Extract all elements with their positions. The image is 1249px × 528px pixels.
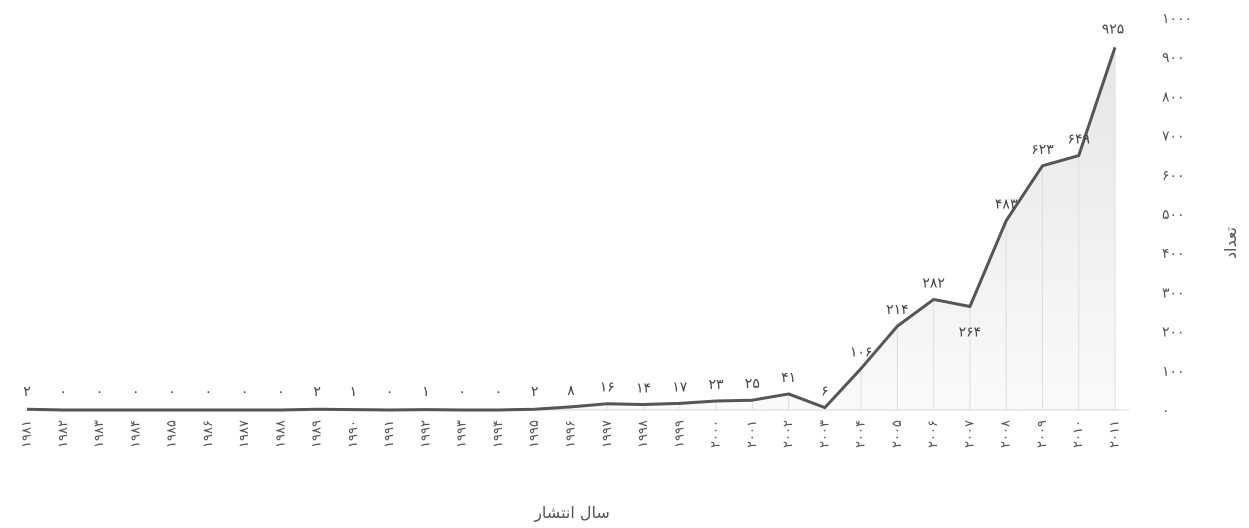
x-tick-label: ۲۰۱۰	[1071, 420, 1086, 448]
data-label: ۲۵	[745, 376, 760, 392]
x-tick-label: ۲۰۱۱	[1108, 420, 1123, 448]
y-tick-label: ۹۰۰	[1162, 50, 1185, 66]
x-tick-label: ۱۹۹۷	[600, 420, 615, 448]
x-tick-label: ۲۰۰۹	[1035, 420, 1050, 448]
x-tick-label: ۱۹۸۶	[201, 420, 216, 448]
x-tick-label: ۱۹۹۳	[455, 420, 470, 448]
x-tick-label: ۱۹۹۶	[564, 420, 579, 448]
y-tick-label: ۱۰۰۰	[1162, 11, 1192, 27]
x-tick-label: ۱۹۸۵	[165, 420, 180, 448]
x-tick-label: ۱۹۹۸	[636, 420, 651, 448]
x-tick-label: ۱۹۸۱	[20, 420, 35, 448]
x-tick-label: ۱۹۸۸	[273, 420, 288, 448]
x-tick-labels: ۱۹۸۱ ۱۹۸۲ ۱۹۸۳ ۱۹۸۴ ۱۹۸۵ ۱۹۸۶ ۱۹۸۷ ۱۹۸۸ ۱۹۸۹ ۱۹۹۰…	[20, 420, 1123, 448]
data-label: ۱۰۶	[850, 344, 873, 360]
x-tick-label: ۲۰۰۴	[854, 420, 869, 448]
data-label: ۰	[386, 384, 394, 400]
drop-lines	[26, 47, 1129, 411]
x-tick-label: ۱۹۸۹	[310, 420, 325, 448]
x-tick-label: ۱۹۸۷	[237, 420, 252, 448]
x-tick-label: ۲۰۰۶	[926, 420, 941, 448]
data-label: ۲۱۴	[886, 302, 909, 318]
data-label: ۶	[821, 384, 829, 400]
x-tick-label: ۲۰۰۵	[890, 420, 905, 448]
y-axis-title: تعداد	[1221, 227, 1240, 259]
y-tick-label: ۵۰۰	[1162, 207, 1185, 223]
x-tick-label: ۱۹۹۴	[491, 420, 506, 448]
y-tick-labels: ۰ ۱۰۰ ۲۰۰ ۳۰۰ ۴۰۰ ۵۰۰ ۶۰۰ ۷۰۰ ۸۰۰ ۹۰۰ ۱۰۰۰	[1162, 11, 1192, 419]
y-tick-label: ۶۰۰	[1162, 168, 1185, 184]
area-fill-group	[27, 47, 1115, 411]
data-label: ۰	[205, 384, 213, 400]
data-label: ۲۸۲	[922, 275, 945, 291]
x-axis-title: سال انتشار	[533, 503, 610, 523]
x-tick-label: ۲۰۰۰	[709, 420, 724, 448]
series-line-group	[26, 46, 1117, 412]
data-label: ۲	[313, 384, 321, 400]
data-label: ۲	[23, 384, 31, 400]
x-tick-label: ۱۹۹۲	[418, 420, 433, 448]
x-tick-label: ۲۰۰۲	[781, 420, 796, 448]
series-line	[26, 46, 1117, 412]
y-tick-label: ۱۰۰	[1162, 364, 1185, 380]
data-label: ۰	[277, 384, 285, 400]
data-label: ۲۳	[709, 377, 725, 393]
area-fill	[27, 47, 1115, 411]
data-label: ۰	[60, 384, 68, 400]
data-label: ۱۷	[672, 379, 688, 395]
x-tick-label: ۲۰۰۷	[962, 420, 977, 448]
data-label: ۴۱	[781, 370, 796, 386]
data-label: ۶۲۳	[1031, 142, 1054, 158]
data-label: ۴۸۳	[995, 197, 1018, 213]
data-label: ۰	[458, 384, 466, 400]
x-tick-label: ۱۹۸۳	[92, 420, 107, 448]
y-tick-label: ۷۰۰	[1162, 129, 1185, 145]
data-label: ۲۶۴	[959, 325, 982, 341]
data-label: ۱	[422, 384, 430, 400]
data-labels: ۲ ۰ ۰ ۰ ۰ ۰ ۰ ۰ ۲ ۱ ۰ ۱ ۰ ۰ ۲ ۸ ۱۶ ۱۴ ۱۷ ۲۳ ۲۵ ۴۱ ۶ ۱۰۶ ۲۱۴ ۲۸۲ ۲۶…	[23, 21, 1124, 400]
x-tick-label: ۲۰۰۸	[999, 420, 1014, 448]
data-label: ۲	[531, 384, 539, 400]
data-label: ۰	[241, 384, 249, 400]
data-label: ۹۲۵	[1102, 21, 1125, 37]
x-tick-label: ۱۹۸۲	[56, 420, 71, 448]
data-label: ۸	[567, 383, 575, 399]
x-tick-label: ۲۰۰۱	[745, 420, 760, 448]
x-tick-label: ۱۹۹۰	[346, 420, 361, 448]
y-tick-label: ۲۰۰	[1162, 325, 1185, 341]
data-label: ۰	[96, 384, 104, 400]
y-tick-label: ۴۰۰	[1162, 246, 1185, 262]
x-tick-label: ۱۹۹۱	[382, 420, 397, 448]
x-tick-label: ۱۹۹۹	[672, 420, 687, 448]
data-label: ۰	[495, 384, 503, 400]
data-label: ۱۴	[636, 381, 651, 397]
x-tick-label: ۲۰۰۳	[817, 420, 832, 448]
data-label: ۰	[168, 384, 176, 400]
data-label: ۶۴۹	[1067, 132, 1090, 148]
data-label: ۱	[350, 384, 358, 400]
x-tick-label: ۱۹۸۴	[128, 420, 143, 448]
data-label: ۱۶	[600, 380, 615, 396]
x-tick-label: ۱۹۹۵	[527, 420, 542, 448]
y-tick-label: ۰	[1162, 403, 1170, 419]
data-label: ۰	[132, 384, 140, 400]
y-tick-label: ۸۰۰	[1162, 89, 1185, 105]
y-tick-label: ۳۰۰	[1162, 285, 1185, 301]
